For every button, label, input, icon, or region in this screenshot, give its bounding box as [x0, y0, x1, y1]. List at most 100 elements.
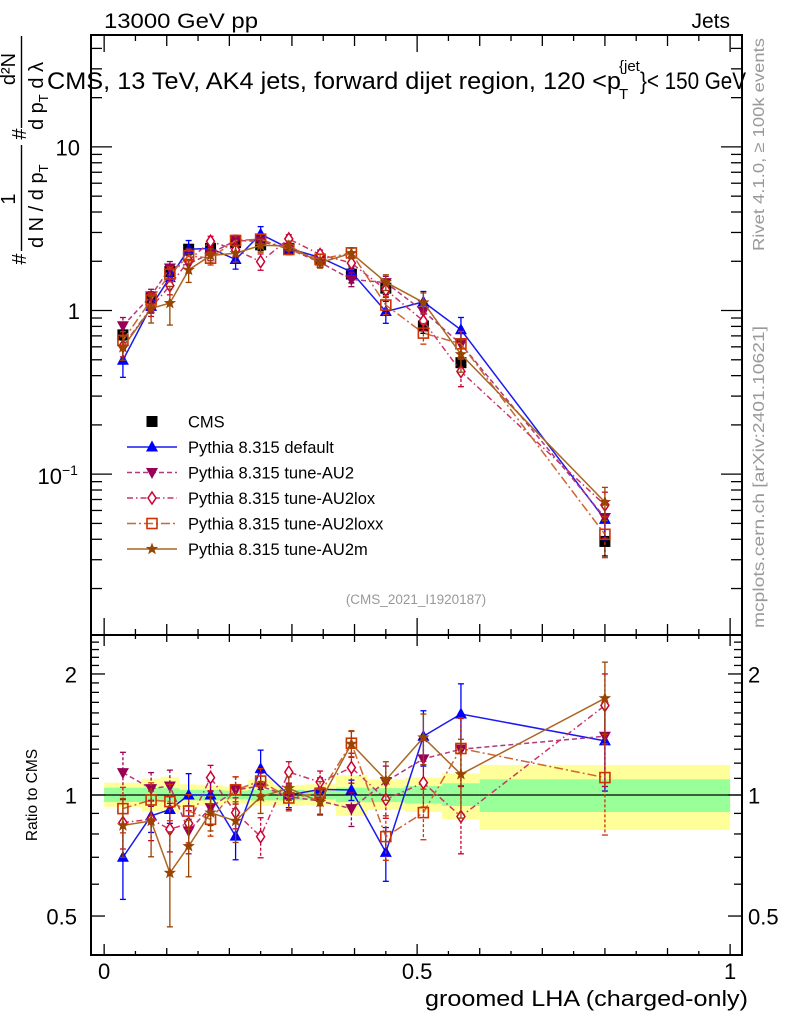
- main-point-pythia-8-315-tune-au2: [345, 274, 358, 286]
- main-point-pythia-8-315-tune-au2m: [345, 246, 358, 259]
- header-right-label: Jets: [691, 10, 730, 33]
- ratio-point-pythia-8-315-tune-au2m: [254, 790, 267, 803]
- legend-marker-cms: [146, 416, 158, 427]
- main-point-pythia-8-315-tune-au2lox: [255, 254, 266, 269]
- main-point-pythia-8-315-tune-au2m: [313, 256, 327, 268]
- main-series-pythia-8-315-tune-au2loxx: [117, 233, 611, 559]
- error-bar: [166, 831, 173, 928]
- ratio-y-axis-label: Ratio to CMS: [24, 749, 41, 841]
- ratio-point-pythia-8-315-tune-au2: [116, 768, 129, 780]
- x-axis-title: groomed LHA (charged-only): [425, 986, 748, 1011]
- ratio-error-pythia-8-315-tune-au2m: [601, 661, 608, 745]
- rivet-version-label: Rivet 4.1.0, ≥ 100k events: [751, 38, 768, 251]
- cms-data-point: [599, 535, 611, 547]
- ratio-line-pythia-8-315-tune-au2: [122, 735, 605, 833]
- main-point-pythia-8-315-tune-au2m: [144, 301, 158, 314]
- y-label-denominator-1: d N / d pT: [26, 164, 51, 248]
- legend-marker-pythia-8-315-default: [146, 440, 158, 452]
- ratio-point-pythia-8-315-tune-au2m: [229, 814, 242, 827]
- main-point-pythia-8-315-tune-au2loxx: [599, 528, 611, 541]
- ratio-point-pythia-8-315-tune-au2m: [454, 767, 468, 780]
- main-point-pythia-8-315-tune-au2loxx: [417, 327, 430, 339]
- ratio-error-pythia-8-315-tune-au2loxx: [420, 788, 427, 841]
- ratio-point-pythia-8-315-tune-au2m: [163, 866, 177, 879]
- main-point-pythia-8-315-tune-au2m: [182, 263, 195, 276]
- main-line-pythia-8-315-tune-au2m: [122, 244, 606, 503]
- y-label-hash-2: #: [9, 128, 31, 140]
- main-error-pythia-8-315-tune-au2loxx: [382, 295, 389, 316]
- ratio-point-pythia-8-315-tune-au2loxx: [599, 771, 611, 784]
- main-point-pythia-8-315-tune-au2m: [254, 238, 267, 251]
- main-line-pythia-8-315-default: [122, 233, 606, 520]
- legend-marker-pythia-8-315-tune-au2lox: [147, 490, 157, 506]
- error-bar: [166, 783, 173, 822]
- ratio-plot-area: [116, 661, 612, 928]
- ratio-error-pythia-8-315-tune-au2m: [148, 790, 155, 858]
- y-label-den2-text: d p: [26, 102, 48, 130]
- legend-label-cms: CMS: [188, 414, 225, 432]
- ratio-point-pythia-8-315-tune-au2lox: [255, 829, 266, 844]
- ratio-error-pythia-8-315-tune-au2loxx: [382, 815, 389, 861]
- ratio-point-pythia-8-315-tune-au2m: [116, 818, 130, 831]
- main-error-pythia-8-315-tune-au2loxx: [420, 322, 427, 345]
- main-point-pythia-8-315-tune-au2m: [454, 347, 468, 360]
- main-y-tick-label: 10: [38, 464, 62, 489]
- main-plot-area: [116, 225, 612, 559]
- plot-annotation-tail: }< 150 GeV: [640, 68, 746, 95]
- legend-entry-pythia-8-315-tune-au2lox: Pythia 8.315 tune-AU2lox: [127, 490, 376, 508]
- y-label-den2-tail: d λ: [26, 62, 48, 94]
- legend-entry-cms: CMS: [146, 414, 225, 432]
- error-bar: [420, 322, 427, 345]
- ratio-y-tick-label-right: 1: [748, 784, 760, 809]
- y-label-denominator-2: d pT d λ: [26, 62, 51, 130]
- ratio-point-pythia-8-315-tune-au2lox: [346, 760, 357, 775]
- ratio-y-tick-label-right: 0.5: [748, 905, 779, 930]
- ratio-y-tick-label: 2: [65, 662, 77, 687]
- main-point-pythia-8-315-tune-au2m: [229, 246, 242, 259]
- ratio-y-tick-label-right: 2: [748, 662, 760, 687]
- legend-entry-pythia-8-315-tune-au2m: Pythia 8.315 tune-AU2m: [127, 541, 368, 559]
- ratio-point-pythia-8-315-tune-au2loxx: [229, 784, 242, 796]
- main-point-pythia-8-315-tune-au2lox: [205, 233, 216, 249]
- main-point-pythia-8-315-tune-au2m: [282, 239, 295, 251]
- ratio-line-pythia-8-315-tune-au2lox: [122, 704, 606, 838]
- main-point-pythia-8-315-tune-au2m: [379, 275, 393, 288]
- ratio-error-pythia-8-315-tune-au2loxx: [166, 783, 173, 822]
- ratio-line-pythia-8-315-tune-au2m: [122, 697, 606, 875]
- ratio-point-pythia-8-315-tune-au2: [345, 804, 358, 816]
- ratio-y-tick-label: 1: [65, 784, 77, 809]
- legend: CMS Pythia 8.315 default Pythia 8.315 tune…: [127, 414, 384, 559]
- ratio-point-pythia-8-315-default: [454, 707, 467, 719]
- error-bar: [382, 815, 389, 861]
- legend-label-pythia-8-315-tune-au2lox: Pythia 8.315 tune-AU2lox: [188, 490, 376, 508]
- legend-entry-pythia-8-315-tune-au2loxx: Pythia 8.315 tune-AU2loxx: [127, 516, 384, 534]
- legend-marker-pythia-8-315-tune-au2: [146, 468, 158, 479]
- plot-annotation-subscript: T: [619, 86, 628, 103]
- ratio-error-pythia-8-315-tune-au2m: [457, 738, 464, 819]
- legend-marker-pythia-8-315-tune-au2m: [145, 542, 159, 555]
- ratio-point-pythia-8-315-default: [182, 788, 195, 800]
- main-point-pythia-8-315-tune-au2loxx: [164, 268, 176, 280]
- main-series-pythia-8-315-tune-au2m: [116, 238, 612, 522]
- y-label-den2-sub: T: [36, 94, 51, 102]
- plot-annotation-main: CMS, 13 TeV, AK4 jets, forward dijet reg…: [47, 68, 621, 95]
- y-label-hash-1: #: [9, 253, 31, 265]
- ratio-point-pythia-8-315-tune-au2m: [313, 795, 327, 808]
- error-bar: [148, 790, 155, 858]
- legend-entry-pythia-8-315-default: Pythia 8.315 default: [127, 439, 334, 457]
- main-point-pythia-8-315-tune-au2m: [116, 340, 130, 353]
- plot-annotation-superscript: {jet: [619, 58, 641, 75]
- ratio-point-pythia-8-315-tune-au2loxx: [164, 795, 176, 808]
- legend-entry-pythia-8-315-tune-au2: Pythia 8.315 tune-AU2: [127, 465, 354, 483]
- y-label-den1-sub: T: [36, 164, 51, 172]
- main-y-tick-label: 1: [68, 299, 80, 324]
- x-tick-label: 0: [98, 959, 110, 984]
- legend-label-pythia-8-315-tune-au2: Pythia 8.315 tune-AU2: [188, 465, 354, 483]
- main-point-pythia-8-315-tune-au2m: [598, 495, 612, 508]
- error-bar: [382, 295, 389, 316]
- ratio-point-pythia-8-315-tune-au2loxx: [380, 830, 392, 843]
- error-bar: [420, 788, 427, 841]
- ratio-point-pythia-8-315-tune-au2m: [379, 773, 393, 786]
- ratio-point-pythia-8-315-tune-au2loxx: [182, 805, 195, 817]
